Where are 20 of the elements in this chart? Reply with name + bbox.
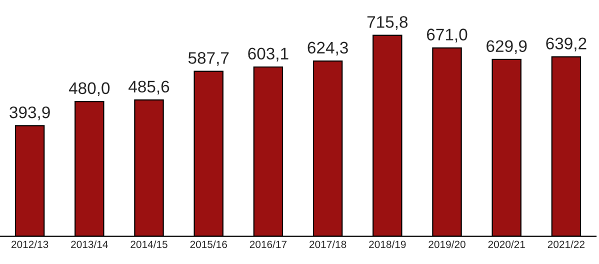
x-tick-label: 2014/15: [130, 240, 168, 248]
data-label: 715,8: [367, 16, 408, 30]
x-tick-label: 2020/21: [488, 240, 525, 248]
x-tick-label: 2013/14: [71, 240, 108, 248]
data-label: 624,3: [308, 42, 348, 56]
data-label: 671,0: [427, 28, 468, 42]
data-label: 587,7: [188, 52, 229, 66]
x-tick-label: 2012/13: [12, 240, 48, 248]
data-label: 639,2: [546, 38, 586, 52]
x-tick-label: 2015/16: [190, 240, 227, 248]
data-label: 629,9: [486, 40, 527, 54]
x-tick-label: 2016/17: [250, 240, 287, 248]
data-label: 393,9: [10, 106, 50, 120]
data-label: 485,6: [128, 80, 170, 94]
data-label: 480,0: [68, 82, 110, 96]
x-tick-label: 2021/22: [548, 240, 585, 248]
x-tick-label: 2018/19: [369, 240, 406, 248]
x-tick-label: 2017/18: [310, 240, 346, 248]
data-label: 603,1: [248, 48, 288, 62]
x-tick-label: 2019/20: [428, 240, 466, 248]
